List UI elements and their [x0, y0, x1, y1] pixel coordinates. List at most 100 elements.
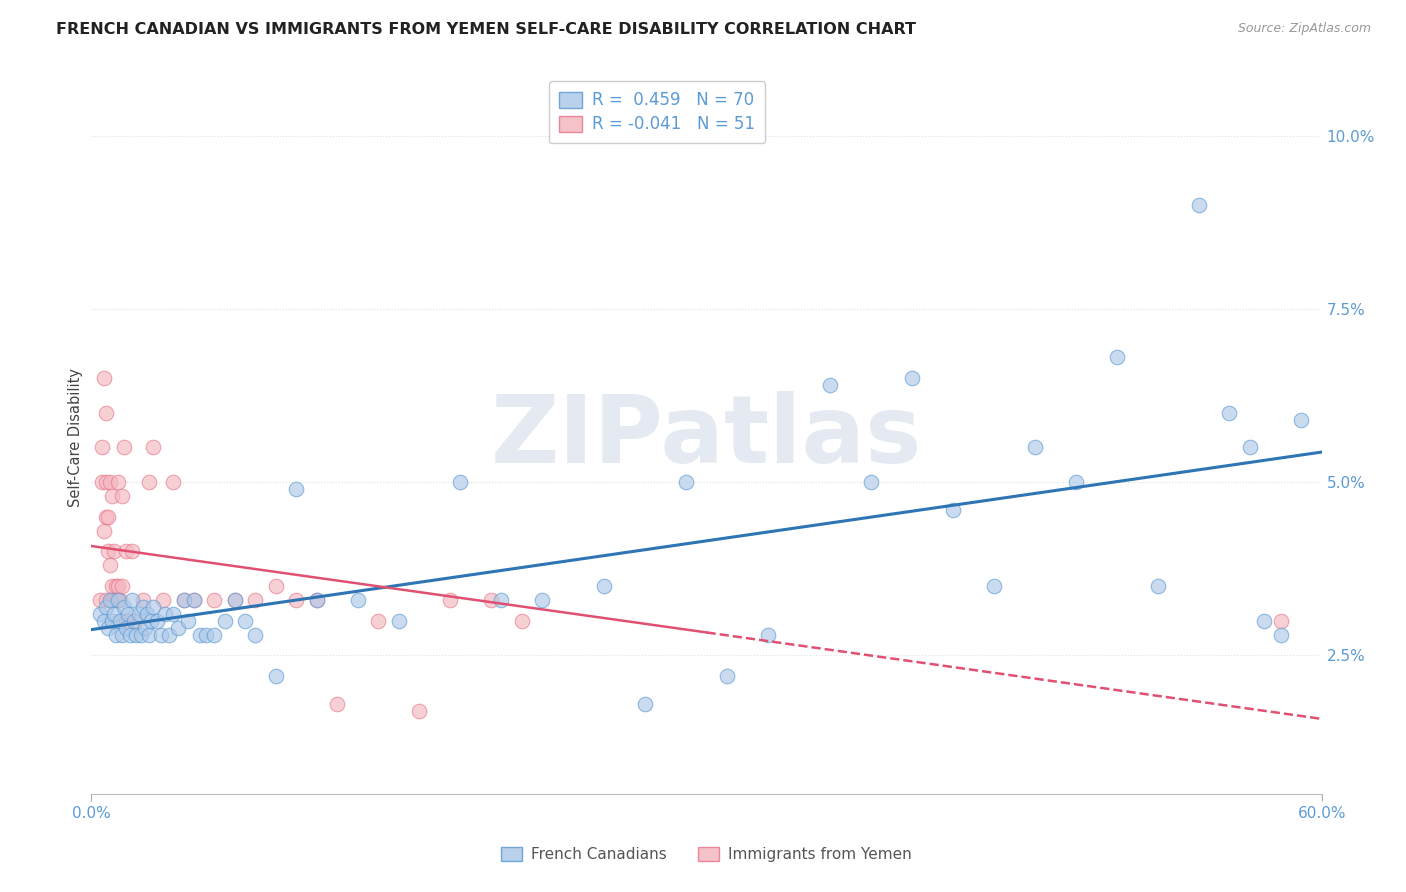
Point	[93, 614, 115, 628]
Point	[103, 593, 125, 607]
Text: Source: ZipAtlas.com: Source: ZipAtlas.com	[1237, 22, 1371, 36]
Point	[94, 475, 117, 489]
Point	[142, 441, 165, 455]
Point	[388, 614, 411, 628]
Point	[134, 621, 156, 635]
Point	[105, 579, 127, 593]
Point	[305, 593, 328, 607]
Point	[439, 593, 461, 607]
Point	[900, 371, 922, 385]
Point	[942, 503, 965, 517]
Point	[97, 544, 120, 558]
Point	[125, 627, 148, 641]
Point	[756, 627, 779, 641]
Point	[510, 614, 533, 628]
Point	[479, 593, 502, 607]
Point	[101, 489, 124, 503]
Point	[173, 593, 195, 607]
Point	[285, 593, 308, 607]
Text: ZIPatlas: ZIPatlas	[491, 391, 922, 483]
Point	[859, 475, 882, 489]
Point	[202, 593, 225, 607]
Point	[1187, 198, 1209, 212]
Point	[347, 593, 370, 607]
Point	[93, 371, 115, 385]
Point	[117, 607, 139, 621]
Point	[101, 593, 124, 607]
Point	[326, 697, 349, 711]
Point	[162, 475, 184, 489]
Point	[115, 621, 138, 635]
Point	[115, 544, 138, 558]
Point	[125, 614, 148, 628]
Point	[89, 593, 111, 607]
Point	[188, 627, 211, 641]
Point	[108, 614, 131, 628]
Point	[105, 593, 127, 607]
Point	[264, 669, 287, 683]
Point	[150, 627, 173, 641]
Point	[146, 614, 169, 628]
Point	[107, 593, 129, 607]
Point	[128, 607, 150, 621]
Legend: French Canadians, Immigrants from Yemen: French Canadians, Immigrants from Yemen	[495, 841, 918, 868]
Point	[157, 627, 180, 641]
Y-axis label: Self-Care Disability: Self-Care Disability	[67, 368, 83, 507]
Point	[90, 441, 112, 455]
Point	[121, 544, 143, 558]
Point	[162, 607, 184, 621]
Point	[285, 482, 308, 496]
Point	[716, 669, 738, 683]
Point	[131, 593, 153, 607]
Point	[101, 579, 124, 593]
Point	[1218, 406, 1240, 420]
Point	[98, 475, 121, 489]
Point	[89, 607, 111, 621]
Point	[214, 614, 236, 628]
Point	[94, 509, 117, 524]
Point	[983, 579, 1005, 593]
Point	[367, 614, 389, 628]
Point	[675, 475, 697, 489]
Point	[111, 627, 134, 641]
Point	[224, 593, 246, 607]
Point	[152, 593, 174, 607]
Point	[117, 614, 139, 628]
Point	[108, 593, 131, 607]
Point	[135, 607, 157, 621]
Point	[138, 475, 160, 489]
Point	[108, 614, 131, 628]
Point	[1024, 441, 1046, 455]
Point	[111, 489, 134, 503]
Point	[139, 614, 162, 628]
Point	[1146, 579, 1168, 593]
Point	[408, 704, 430, 718]
Point	[224, 593, 246, 607]
Point	[177, 614, 200, 628]
Point	[1239, 441, 1261, 455]
Point	[491, 593, 513, 607]
Point	[94, 599, 117, 614]
Point	[202, 627, 225, 641]
Point	[173, 593, 195, 607]
Point	[98, 593, 121, 607]
Point	[97, 509, 120, 524]
Point	[120, 627, 142, 641]
Point	[183, 593, 205, 607]
Point	[634, 697, 657, 711]
Text: FRENCH CANADIAN VS IMMIGRANTS FROM YEMEN SELF-CARE DISABILITY CORRELATION CHART: FRENCH CANADIAN VS IMMIGRANTS FROM YEMEN…	[56, 22, 917, 37]
Point	[101, 614, 124, 628]
Point	[1289, 413, 1312, 427]
Point	[138, 627, 160, 641]
Point	[112, 441, 135, 455]
Point	[93, 524, 115, 538]
Point	[131, 599, 153, 614]
Point	[245, 593, 267, 607]
Point	[107, 579, 129, 593]
Point	[105, 627, 127, 641]
Point	[264, 579, 287, 593]
Point	[531, 593, 554, 607]
Point	[233, 614, 256, 628]
Point	[166, 621, 188, 635]
Point	[142, 599, 165, 614]
